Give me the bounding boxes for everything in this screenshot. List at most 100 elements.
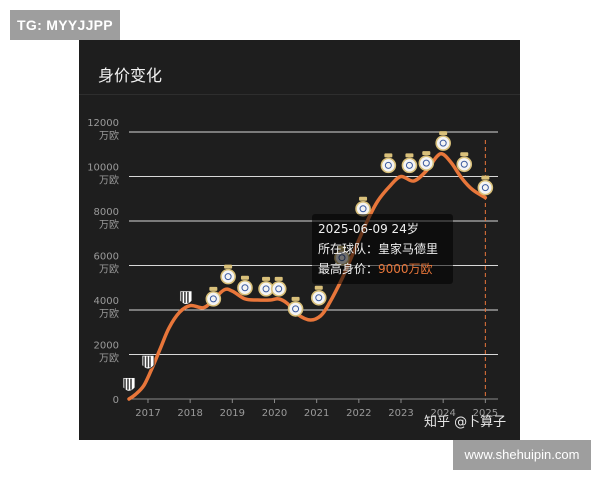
tooltip-value-line: 最高身价：9000万欧 xyxy=(318,261,433,276)
crest-inner-ring xyxy=(384,161,392,169)
crest-crown xyxy=(209,286,218,291)
y-tick-unit: 万欧 xyxy=(99,219,119,231)
tooltip-background xyxy=(312,214,453,284)
x-tick-label-2017: 2017 xyxy=(135,408,160,419)
y-tick-label: 2000 xyxy=(94,341,119,352)
crest-disc xyxy=(435,135,451,151)
telegram-badge: TG: MYYJJPP xyxy=(10,10,120,40)
crest-disc xyxy=(355,200,371,217)
real-madrid-crest-icon[interactable] xyxy=(401,153,418,174)
y-tick-unit: 万欧 xyxy=(99,308,119,320)
crest-crown xyxy=(422,151,431,156)
y-tick-label: 12000 xyxy=(87,118,119,129)
real-madrid-crest-icon[interactable] xyxy=(220,264,236,285)
real-madrid-crest-icon[interactable] xyxy=(418,151,435,171)
x-tick-label-2019: 2019 xyxy=(220,408,245,419)
real-madrid-crest-icon[interactable] xyxy=(310,285,327,306)
crest-disc xyxy=(456,156,473,173)
crest-shield xyxy=(141,355,155,370)
crest-inner-ring xyxy=(241,284,249,292)
crest-crown xyxy=(274,276,283,281)
real-madrid-crest-icon[interactable] xyxy=(205,286,222,307)
crest-disc xyxy=(287,301,304,317)
y-tick-unit: 万欧 xyxy=(99,175,119,187)
crest-disc xyxy=(310,289,327,306)
crest-inner-ring xyxy=(405,161,413,169)
crest-inner-ring xyxy=(292,305,300,313)
x-tick-label-2025: 2025 xyxy=(473,408,498,419)
real-madrid-crest-icon[interactable] xyxy=(287,296,304,317)
site-watermark-badge: www.shehuipin.com xyxy=(453,440,591,470)
real-madrid-crest-icon[interactable] xyxy=(237,275,253,296)
market-value-chart[interactable]: 02000万欧4000万欧6000万欧8000万欧10000万欧12000万欧 … xyxy=(79,40,520,440)
crest-disc xyxy=(270,281,287,297)
real-madrid-crest-icon[interactable] xyxy=(456,152,473,173)
y-tick-unit: 万欧 xyxy=(99,264,119,276)
crest-crown xyxy=(384,153,393,158)
juventus-crest-icon[interactable] xyxy=(179,290,193,305)
crest-shield xyxy=(122,377,136,392)
x-axis-ticks: 2017 2018 2019 2020 2021 2022 2023 2024 2025 xyxy=(135,399,498,419)
y-tick-label: 10000 xyxy=(87,163,119,174)
crest-inner-ring xyxy=(460,160,468,168)
crest-inner-ring xyxy=(481,184,489,192)
x-tick-label-2020: 2020 xyxy=(262,408,287,419)
crest-inner-ring xyxy=(359,205,367,213)
tooltip-value: 9000万欧 xyxy=(378,262,433,276)
real-madrid-crest-icon[interactable] xyxy=(435,131,451,151)
y-tick-label: 4000 xyxy=(94,296,119,307)
crest-disc xyxy=(205,291,222,307)
crest-disc xyxy=(380,157,397,174)
tooltip-team-line: 所在球队：皇家马德里 xyxy=(318,241,438,256)
market-value-card: 身价变化 0 2000 万欧 4000 万欧 6000 万欧 8000 万欧 10000 万欧 120… xyxy=(79,40,520,440)
y-tick-label: 6000 xyxy=(94,252,119,263)
real-madrid-crest-icon[interactable] xyxy=(477,175,494,196)
crest-crown xyxy=(240,275,249,280)
crest-inner-ring xyxy=(262,285,270,293)
crest-crown xyxy=(460,152,469,157)
crest-disc xyxy=(237,279,253,296)
crest-crown xyxy=(224,264,233,269)
crest-disc xyxy=(477,179,494,196)
crest-inner-ring xyxy=(209,295,217,303)
crest-crown xyxy=(291,296,300,301)
y-tick-label: 0 xyxy=(113,395,119,406)
x-tick-label-2018: 2018 xyxy=(177,408,202,419)
crest-crown xyxy=(405,153,414,158)
card-title: 身价变化 xyxy=(98,66,163,85)
crest-crown xyxy=(262,276,271,281)
zhihu-watermark: 知乎 @卜算子 xyxy=(424,415,507,430)
crest-crown xyxy=(481,175,490,180)
crest-crown xyxy=(439,131,448,136)
crest-shield xyxy=(179,290,193,305)
crest-disc xyxy=(418,155,435,171)
y-tick-unit: 万欧 xyxy=(99,353,119,365)
x-tick-label-2021: 2021 xyxy=(304,408,329,419)
y-tick-label: 8000 xyxy=(94,207,119,218)
crest-disc xyxy=(401,157,418,174)
crest-inner-ring xyxy=(439,139,447,147)
tooltip-value-label: 最高身价： xyxy=(318,261,378,276)
crest-inner-ring xyxy=(315,294,323,302)
tooltip-date: 2025-06-09 24岁 xyxy=(318,221,419,236)
y-tick-unit: 万欧 xyxy=(99,130,119,142)
tooltip: 2025-06-09 24岁 所在球队：皇家马德里 最高身价：9000万欧 xyxy=(312,214,453,284)
real-madrid-crest-icon[interactable] xyxy=(270,276,287,297)
real-madrid-crest-icon[interactable] xyxy=(355,196,371,217)
real-madrid-crest-icon[interactable] xyxy=(258,276,274,297)
crest-inner-ring xyxy=(422,159,430,167)
juventus-crest-icon[interactable] xyxy=(122,377,136,392)
x-tick-label-2024: 2024 xyxy=(430,408,455,419)
crest-crown xyxy=(314,285,323,290)
crest-inner-ring xyxy=(275,285,283,293)
real-madrid-crest-icon[interactable] xyxy=(380,153,397,174)
crest-inner-ring xyxy=(224,273,232,281)
crest-crown xyxy=(359,196,368,201)
title-divider xyxy=(79,94,520,95)
crest-disc xyxy=(220,268,236,285)
juventus-crest-icon[interactable] xyxy=(141,355,155,370)
tooltip-team-value: 皇家马德里 xyxy=(378,241,438,256)
tooltip-team-label: 所在球队： xyxy=(318,241,378,256)
